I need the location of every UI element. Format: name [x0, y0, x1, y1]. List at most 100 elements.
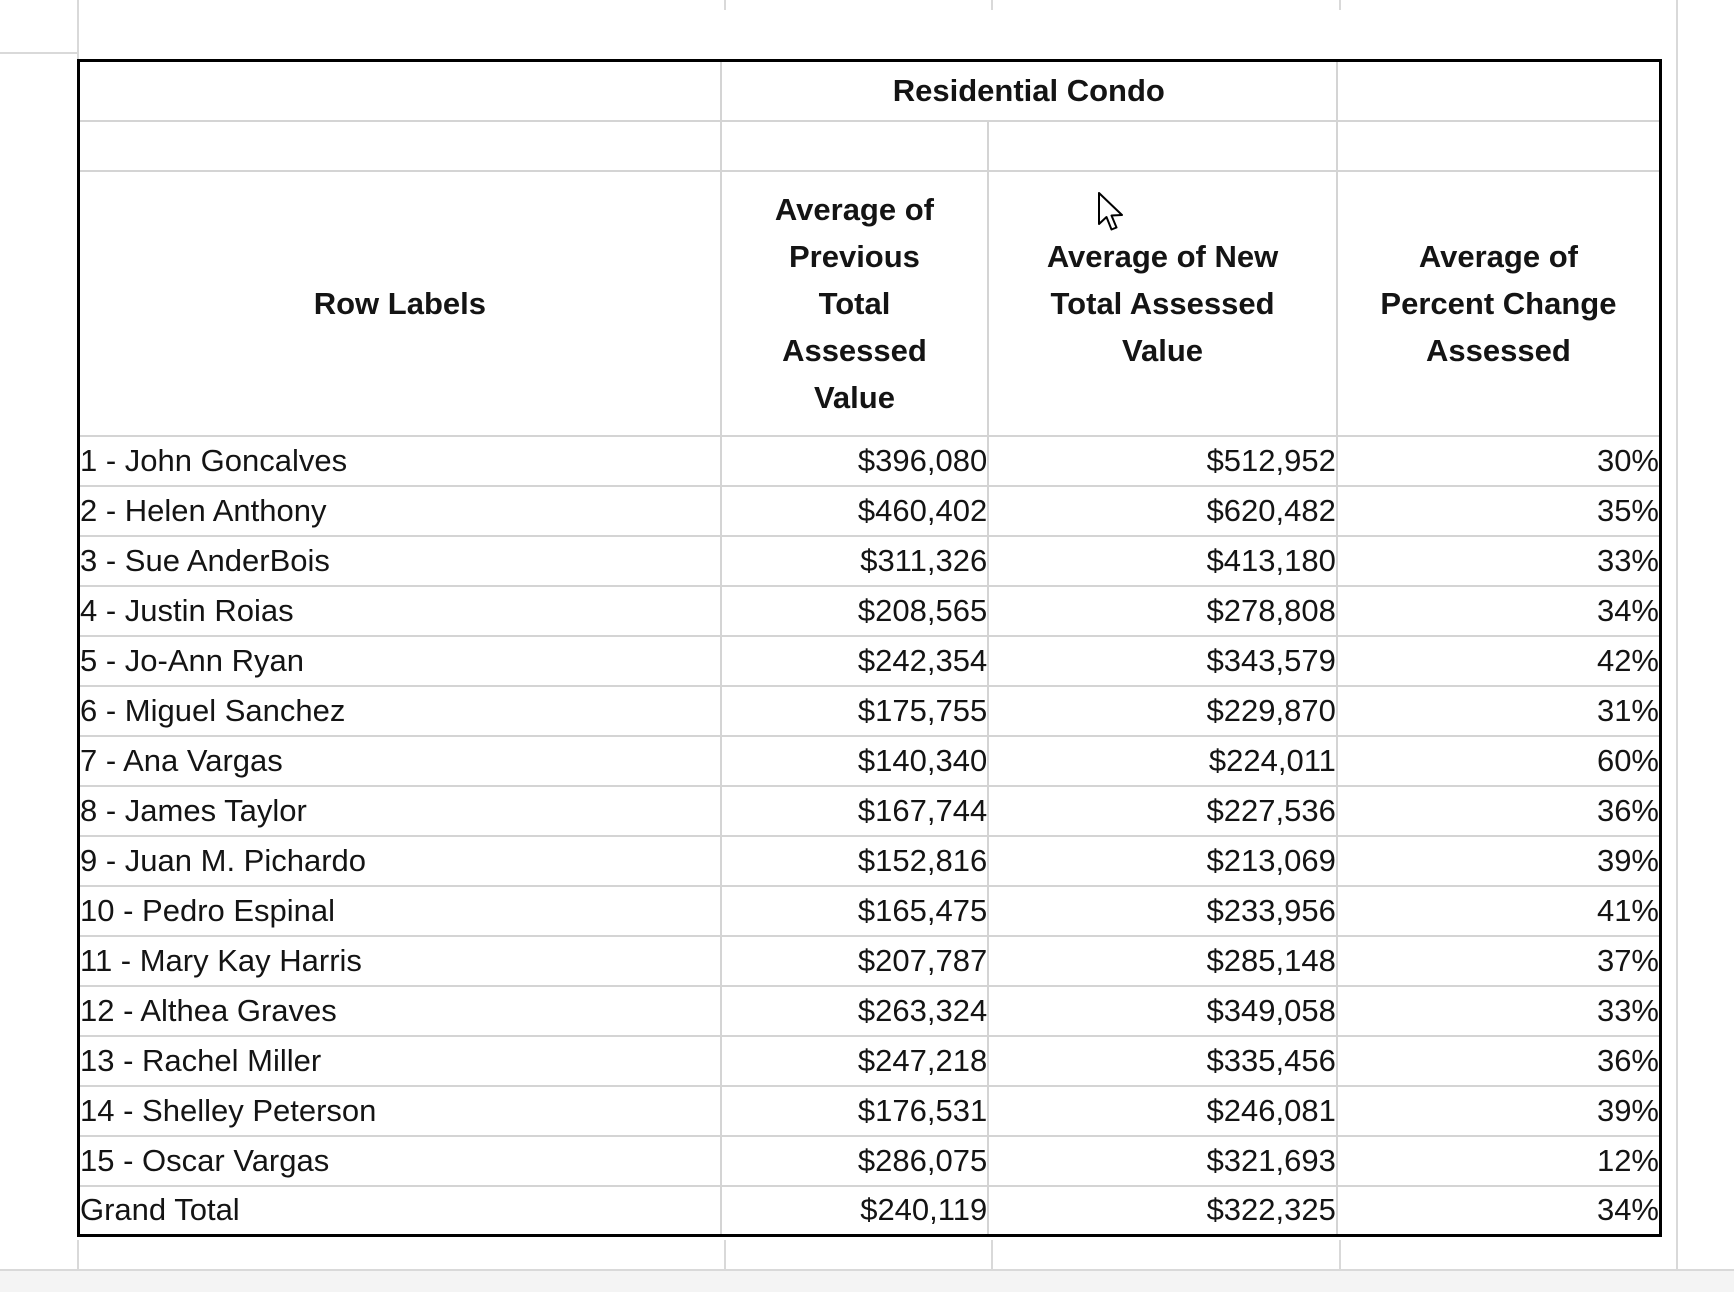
prev-value-cell[interactable]: $175,755 — [719, 684, 990, 737]
prev-value-cell[interactable]: $286,075 — [719, 1134, 990, 1187]
table-title-cell[interactable]: Residential Condo — [719, 59, 1338, 122]
empty-cell[interactable] — [1335, 59, 1662, 122]
grand-total-pct-cell[interactable]: 34% — [1335, 1184, 1662, 1237]
new-value-cell[interactable]: $278,808 — [987, 584, 1338, 637]
pct-cell[interactable]: 31% — [1335, 684, 1662, 737]
empty-cell[interactable] — [1335, 119, 1662, 172]
row-label-cell[interactable]: 10 - Pedro Espinal — [77, 884, 722, 937]
new-value-cell[interactable]: $213,069 — [987, 834, 1338, 887]
sheet-footer-strip — [0, 1271, 1734, 1292]
grand-total-label-cell[interactable]: Grand Total — [77, 1184, 722, 1237]
new-value-cell[interactable]: $233,956 — [987, 884, 1338, 937]
pct-cell[interactable]: 33% — [1335, 984, 1662, 1037]
row-label-cell[interactable]: 5 - Jo-Ann Ryan — [77, 634, 722, 687]
row-label-cell[interactable]: 2 - Helen Anthony — [77, 484, 722, 537]
table-row: 10 - Pedro Espinal $165,475 $233,956 41% — [77, 884, 1662, 937]
prev-value-cell[interactable]: $242,354 — [719, 634, 990, 687]
column-header-avg-percent-change[interactable]: Average of Percent Change Assessed — [1335, 169, 1662, 437]
pct-cell[interactable]: 36% — [1335, 1034, 1662, 1087]
prev-value-cell[interactable]: $263,324 — [719, 984, 990, 1037]
pct-cell[interactable]: 12% — [1335, 1134, 1662, 1187]
grand-total-prev-value-cell[interactable]: $240,119 — [719, 1184, 990, 1237]
pct-cell[interactable]: 39% — [1335, 834, 1662, 887]
row-label-cell[interactable]: 6 - Miguel Sanchez — [77, 684, 722, 737]
table-row: 14 - Shelley Peterson $176,531 $246,081 39% — [77, 1084, 1662, 1137]
new-value-cell[interactable]: $512,952 — [987, 434, 1338, 487]
row-label-cell[interactable]: 13 - Rachel Miller — [77, 1034, 722, 1087]
empty-cell[interactable] — [77, 119, 722, 172]
grand-total-new-value-cell[interactable]: $322,325 — [987, 1184, 1338, 1237]
column-header-avg-previous-assessed[interactable]: Average of Previous Total Assessed Value — [719, 169, 990, 437]
sheet-gridline — [77, 0, 79, 59]
new-value-cell[interactable]: $349,058 — [987, 984, 1338, 1037]
pct-cell[interactable]: 41% — [1335, 884, 1662, 937]
pct-cell[interactable]: 42% — [1335, 634, 1662, 687]
prev-value-cell[interactable]: $207,787 — [719, 934, 990, 987]
table-row: 3 - Sue AnderBois $311,326 $413,180 33% — [77, 534, 1662, 587]
new-value-cell[interactable]: $227,536 — [987, 784, 1338, 837]
new-value-cell[interactable]: $620,482 — [987, 484, 1338, 537]
prev-value-cell[interactable]: $167,744 — [719, 784, 990, 837]
pivot-table: Residential Condo Row Labels Average of … — [77, 59, 1662, 1237]
row-label-cell[interactable]: 3 - Sue AnderBois — [77, 534, 722, 587]
header-row: Row Labels Average of Previous Total Ass… — [77, 169, 1662, 437]
prev-value-cell[interactable]: $152,816 — [719, 834, 990, 887]
pct-cell[interactable]: 33% — [1335, 534, 1662, 587]
table-row: 8 - James Taylor $167,744 $227,536 36% — [77, 784, 1662, 837]
prev-value-cell[interactable]: $311,326 — [719, 534, 990, 587]
new-value-cell[interactable]: $285,148 — [987, 934, 1338, 987]
sheet-gridline — [1339, 1240, 1341, 1271]
table-row: 13 - Rachel Miller $247,218 $335,456 36% — [77, 1034, 1662, 1087]
prev-value-cell[interactable]: $208,565 — [719, 584, 990, 637]
prev-value-cell[interactable]: $176,531 — [719, 1084, 990, 1137]
empty-cell[interactable] — [719, 119, 990, 172]
blank-row — [77, 119, 1662, 172]
sheet-gridline — [77, 1240, 79, 1292]
new-value-cell[interactable]: $343,579 — [987, 634, 1338, 687]
sheet-gridline — [1676, 0, 1678, 1292]
prev-value-cell[interactable]: $396,080 — [719, 434, 990, 487]
row-label-cell[interactable]: 11 - Mary Kay Harris — [77, 934, 722, 987]
table-row: 9 - Juan M. Pichardo $152,816 $213,069 39% — [77, 834, 1662, 887]
row-label-cell[interactable]: 7 - Ana Vargas — [77, 734, 722, 787]
prev-value-cell[interactable]: $140,340 — [719, 734, 990, 787]
sheet-gridline — [991, 1240, 993, 1271]
pct-cell[interactable]: 35% — [1335, 484, 1662, 537]
prev-value-cell[interactable]: $247,218 — [719, 1034, 990, 1087]
sheet-gridline — [1339, 0, 1341, 10]
prev-value-cell[interactable]: $165,475 — [719, 884, 990, 937]
table-row: 15 - Oscar Vargas $286,075 $321,693 12% — [77, 1134, 1662, 1187]
empty-cell[interactable] — [77, 59, 722, 122]
pct-cell[interactable]: 34% — [1335, 584, 1662, 637]
pct-cell[interactable]: 30% — [1335, 434, 1662, 487]
table-row: 5 - Jo-Ann Ryan $242,354 $343,579 42% — [77, 634, 1662, 687]
row-label-cell[interactable]: 8 - James Taylor — [77, 784, 722, 837]
new-value-cell[interactable]: $224,011 — [987, 734, 1338, 787]
new-value-cell[interactable]: $335,456 — [987, 1034, 1338, 1087]
row-label-cell[interactable]: 15 - Oscar Vargas — [77, 1134, 722, 1187]
table-row: 7 - Ana Vargas $140,340 $224,011 60% — [77, 734, 1662, 787]
new-value-cell[interactable]: $246,081 — [987, 1084, 1338, 1137]
prev-value-cell[interactable]: $460,402 — [719, 484, 990, 537]
table-row: 4 - Justin Roias $208,565 $278,808 34% — [77, 584, 1662, 637]
column-header-row-labels[interactable]: Row Labels — [77, 169, 722, 437]
column-header-avg-new-assessed[interactable]: Average of New Total Assessed Value — [987, 169, 1338, 437]
new-value-cell[interactable]: $413,180 — [987, 534, 1338, 587]
row-label-cell[interactable]: 1 - John Goncalves — [77, 434, 722, 487]
sheet-gridline — [991, 0, 993, 10]
table-row: 11 - Mary Kay Harris $207,787 $285,148 37% — [77, 934, 1662, 987]
sheet-gridline — [0, 1269, 1734, 1271]
title-row: Residential Condo — [77, 59, 1662, 122]
row-label-cell[interactable]: 4 - Justin Roias — [77, 584, 722, 637]
pct-cell[interactable]: 36% — [1335, 784, 1662, 837]
new-value-cell[interactable]: $321,693 — [987, 1134, 1338, 1187]
row-label-cell[interactable]: 12 - Althea Graves — [77, 984, 722, 1037]
row-label-cell[interactable]: 9 - Juan M. Pichardo — [77, 834, 722, 887]
new-value-cell[interactable]: $229,870 — [987, 684, 1338, 737]
row-label-cell[interactable]: 14 - Shelley Peterson — [77, 1084, 722, 1137]
pct-cell[interactable]: 39% — [1335, 1084, 1662, 1137]
empty-cell[interactable] — [987, 119, 1338, 172]
pct-cell[interactable]: 60% — [1335, 734, 1662, 787]
table-row: 1 - John Goncalves $396,080 $512,952 30% — [77, 434, 1662, 487]
pct-cell[interactable]: 37% — [1335, 934, 1662, 987]
